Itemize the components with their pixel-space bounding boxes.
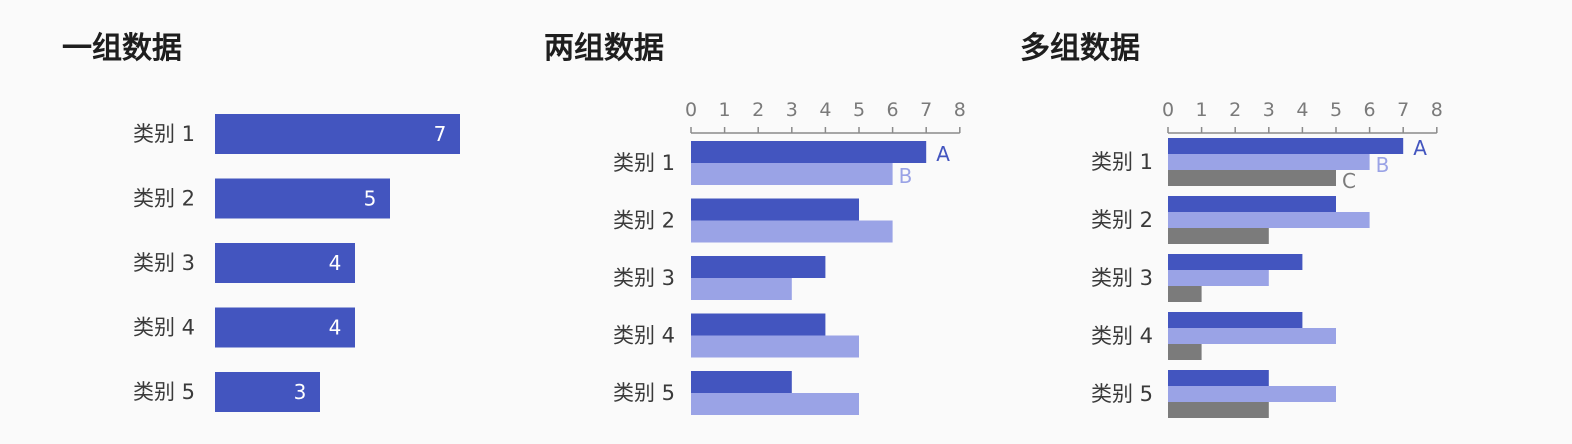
bar-b xyxy=(1168,386,1336,402)
tick-label: 7 xyxy=(920,99,932,121)
category-label: 类别 3 xyxy=(133,251,195,275)
category-label: 类别 5 xyxy=(613,381,675,405)
data-label: 7 xyxy=(434,122,447,146)
tick-label: 4 xyxy=(819,99,831,121)
bar-b xyxy=(691,163,893,185)
bar-b xyxy=(691,278,792,300)
bar-c xyxy=(1168,228,1269,244)
bar-b xyxy=(1168,154,1370,170)
data-label: 5 xyxy=(364,187,377,211)
category-label: 类别 5 xyxy=(1091,382,1153,406)
bar-b xyxy=(691,335,859,358)
tick-label: 8 xyxy=(1431,99,1443,121)
series-label: A xyxy=(936,142,950,166)
series-label: C xyxy=(1342,169,1356,193)
chart-title: 一组数据 xyxy=(62,31,182,66)
bar-c xyxy=(1168,286,1202,302)
bar xyxy=(215,114,460,154)
category-label: 类别 2 xyxy=(133,187,195,211)
tick-label: 0 xyxy=(1162,99,1174,121)
category-label: 类别 4 xyxy=(613,324,675,348)
tick-label: 7 xyxy=(1397,99,1409,121)
bar-c xyxy=(1168,402,1269,418)
bar-a xyxy=(1168,254,1303,270)
category-label: 类别 4 xyxy=(133,316,195,340)
bar-a xyxy=(1168,196,1336,212)
bar-a xyxy=(1168,312,1303,328)
chart-title: 多组数据 xyxy=(1020,31,1140,66)
tick-label: 0 xyxy=(685,99,697,121)
bar xyxy=(215,243,355,283)
bar-b xyxy=(1168,270,1269,286)
category-label: 类别 5 xyxy=(133,380,195,404)
tick-label: 5 xyxy=(1330,99,1342,121)
tick-label: 4 xyxy=(1296,99,1308,121)
tick-label: 6 xyxy=(1364,99,1376,121)
chart-title: 两组数据 xyxy=(544,31,664,66)
series-label: A xyxy=(1413,136,1427,160)
tick-label: 1 xyxy=(719,99,731,121)
series-label: B xyxy=(1376,153,1390,177)
series-label: B xyxy=(899,164,913,188)
category-label: 类别 1 xyxy=(1091,150,1153,174)
category-label: 类别 3 xyxy=(613,266,675,290)
bar-b xyxy=(1168,212,1370,228)
bar xyxy=(215,307,355,348)
bar-a xyxy=(691,256,826,278)
category-label: 类别 2 xyxy=(1091,208,1153,232)
category-label: 类别 2 xyxy=(613,209,675,233)
chart-2: 两组数据 0 1 2 3 4 5 6 7 8 类别 1 AB 类别 2 类别 3 类别 4 类别 5 xyxy=(544,31,966,415)
bar xyxy=(215,178,390,219)
bar xyxy=(215,372,320,412)
bar-a xyxy=(691,313,826,336)
bar-a xyxy=(691,198,859,221)
bar-b xyxy=(691,220,893,243)
tick-label: 2 xyxy=(1229,99,1241,121)
tick-label: 3 xyxy=(786,99,798,121)
tick-label: 8 xyxy=(954,99,966,121)
bar-a xyxy=(1168,370,1269,386)
category-label: 类别 3 xyxy=(1091,266,1153,290)
tick-label: 5 xyxy=(853,99,865,121)
data-label: 3 xyxy=(294,380,307,404)
category-label: 类别 1 xyxy=(133,122,195,146)
data-label: 4 xyxy=(329,316,342,340)
tick-label: 1 xyxy=(1196,99,1208,121)
chart-3: 多组数据 0 1 2 3 4 5 6 7 8 类别 1 ABC 类别 2 类别 3 类别 4 类别 5 xyxy=(1020,31,1443,418)
bar-c xyxy=(1168,170,1336,186)
bar-a xyxy=(1168,138,1404,154)
tick-label: 3 xyxy=(1263,99,1275,121)
bar-c xyxy=(1168,344,1202,360)
bar-b xyxy=(1168,328,1336,344)
tick-label: 6 xyxy=(887,99,899,121)
data-label: 4 xyxy=(329,251,342,275)
category-label: 类别 4 xyxy=(1091,324,1153,348)
category-label: 类别 1 xyxy=(613,151,675,175)
bar-a xyxy=(691,141,927,163)
bar-b xyxy=(691,393,859,415)
tick-label: 2 xyxy=(752,99,764,121)
bar-a xyxy=(691,371,792,393)
